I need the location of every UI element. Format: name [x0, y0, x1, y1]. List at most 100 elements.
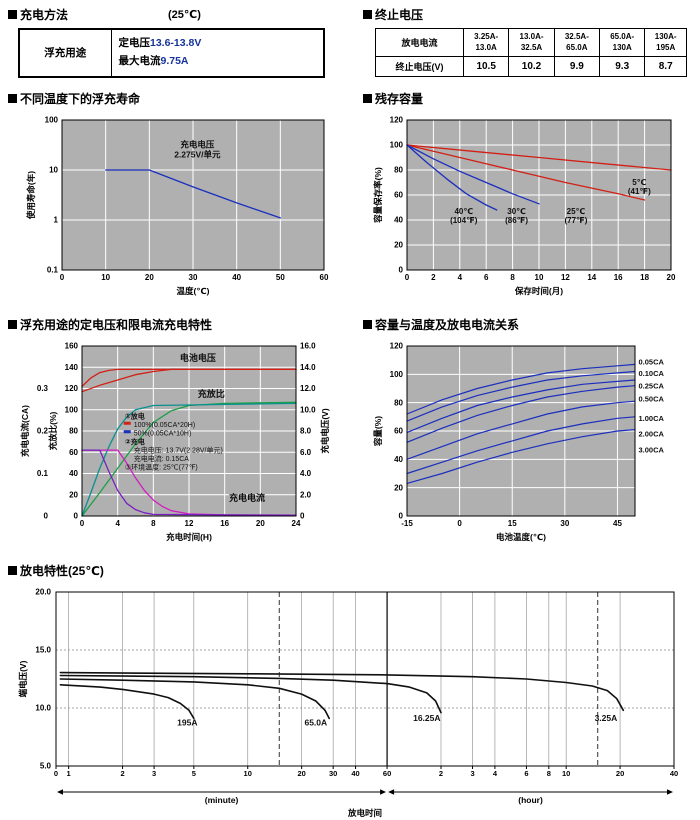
current-range-cell: 130A- 195A — [644, 28, 687, 57]
svg-text:30: 30 — [189, 273, 198, 282]
row-charts-1: 不同温度下的浮充寿命 0 10 20 30 40 50 60 温度(℃) 0.1 1 10 100 使用… — [8, 90, 692, 304]
row-charts-2: 浮充用途的定电压和限电流充电特性 0 4 8 12 16 20 24 充电时间(H) 0 20 40… — [8, 316, 692, 550]
svg-text:16.25A: 16.25A — [413, 712, 440, 722]
capacity-temperature-chart: -15 0 15 30 45电池温度(℃)020406080100120容量(%)0.0… — [373, 341, 665, 541]
section-bullet-icon — [8, 93, 17, 103]
svg-text:40: 40 — [69, 469, 78, 478]
svg-text:160: 160 — [65, 341, 79, 350]
svg-text:5: 5 — [192, 769, 196, 778]
svg-text:16.0: 16.0 — [300, 341, 316, 350]
svg-text:40: 40 — [670, 769, 678, 778]
svg-text:40: 40 — [232, 273, 241, 282]
table-header-row: 放电电流 3.25A- 13.0A 13.0A- 32.5A 32.5A- 65… — [375, 28, 687, 57]
svg-text:30: 30 — [329, 769, 337, 778]
svg-text:4: 4 — [493, 769, 498, 778]
max-current-line: 最大电流9.75A — [119, 53, 317, 71]
svg-text:10: 10 — [535, 273, 544, 282]
svg-text:6: 6 — [484, 273, 489, 282]
svg-text:100: 100 — [390, 370, 404, 379]
float-life-chart: 0 10 20 30 40 50 60 温度(℃) 0.1 1 10 100 使用寿命(年) 充电电压 2.… — [26, 115, 329, 295]
svg-text:50: 50 — [276, 273, 285, 282]
svg-text:20: 20 — [667, 273, 676, 282]
section-bullet-icon — [8, 565, 17, 575]
svg-text:②充电: ②充电 — [125, 436, 145, 445]
svg-text:6: 6 — [524, 769, 528, 778]
section-charging-characteristics: 浮充用途的定电压和限电流充电特性 0 4 8 12 16 20 24 充电时间(H) 0 20 40… — [8, 316, 353, 550]
svg-text:0: 0 — [405, 273, 410, 282]
svg-text:充电电压(V): 充电电压(V) — [320, 408, 330, 454]
svg-text:20: 20 — [297, 769, 305, 778]
section-float-life: 不同温度下的浮充寿命 0 10 20 30 40 50 60 温度(℃) 0.1 1 10 100 使用… — [8, 90, 353, 304]
section-title: 浮充用途的定电压和限电流充电特性 — [8, 316, 353, 333]
discharge-characteristics-chart: 0 1 2 3 5 10 20 30 40 60 2 3 4 6 8 10 20 40 放电时间 5.0 10.0 15.… — [18, 587, 678, 818]
svg-text:80: 80 — [394, 165, 403, 174]
svg-text:25℃(77℉): 25℃ (77℉) — [564, 206, 587, 224]
max-current-value: 9.75A — [160, 54, 189, 67]
svg-text:10: 10 — [244, 769, 252, 778]
charging-values-cell: 定电压13.6-13.8V 最大电流9.75A — [110, 28, 325, 78]
svg-text:40: 40 — [394, 215, 403, 224]
section-title-text: 放电特性(25℃) — [20, 563, 104, 578]
section-capacity-temperature: 容量与温度及放电电流关系 -15 0 15 30 45 电池温度(℃) 0 20 40 60 80 1… — [363, 316, 692, 550]
max-current-label: 最大电流 — [118, 54, 161, 67]
usage-label-cell: 浮充用途 — [18, 28, 112, 78]
svg-text:100: 100 — [390, 140, 404, 149]
svg-text:80: 80 — [69, 426, 78, 435]
residual-capacity-chart: 0 2 4 6 8 10 12 14 16 18 20 保存时间(月) 0 20 40 60 80 100 120 容… — [373, 115, 676, 296]
svg-text:40: 40 — [394, 455, 403, 464]
svg-text:0: 0 — [54, 769, 58, 778]
svg-text:20: 20 — [145, 273, 154, 282]
svg-text:容量(%): 容量(%) — [373, 415, 383, 446]
constant-voltage-label: 定电压 — [118, 37, 151, 49]
svg-text:20: 20 — [394, 240, 403, 249]
end-voltage-cell: 9.3 — [599, 56, 646, 77]
svg-text:使用寿命(年): 使用寿命(年) — [26, 170, 36, 219]
svg-text:0: 0 — [300, 511, 305, 520]
svg-text:16: 16 — [614, 273, 623, 282]
svg-text:45: 45 — [613, 519, 622, 528]
svg-text:40: 40 — [351, 769, 359, 778]
svg-text:14.0: 14.0 — [300, 363, 316, 372]
svg-text:0: 0 — [457, 519, 462, 528]
column-header: 放电电流 — [375, 28, 464, 57]
svg-text:20.0: 20.0 — [35, 587, 51, 596]
svg-text:0.05CA: 0.05CA — [639, 357, 665, 366]
section-title: 充电方法 (25℃) — [8, 6, 353, 23]
svg-text:20: 20 — [616, 769, 624, 778]
svg-text:18: 18 — [640, 273, 649, 282]
svg-text:0: 0 — [399, 265, 404, 274]
svg-text:充电电压: 13.7V(2.28V/单元): 充电电压: 13.7V(2.28V/单元) — [134, 445, 223, 454]
section-title-text: 充电方法 — [20, 8, 69, 22]
svg-text:30: 30 — [560, 519, 569, 528]
svg-text:140: 140 — [65, 363, 79, 372]
svg-text:-15: -15 — [401, 519, 413, 528]
svg-text:30℃(86℉): 30℃ (86℉) — [505, 206, 528, 224]
current-range-cell: 65.0A- 130A — [599, 28, 646, 57]
svg-text:1: 1 — [54, 215, 59, 224]
svg-text:8: 8 — [547, 769, 551, 778]
svg-text:0: 0 — [44, 511, 49, 520]
row-label-cell: 终止电压(V) — [375, 56, 464, 77]
svg-text:充电电流(CA): 充电电流(CA) — [20, 405, 30, 457]
svg-text:8: 8 — [510, 273, 515, 282]
svg-text:保存时间(月): 保存时间(月) — [514, 286, 563, 296]
svg-text:195A: 195A — [177, 717, 197, 727]
current-range-cell: 3.25A- 13.0A — [462, 28, 510, 57]
section-discharge-characteristics: 放电特性(25℃) 0 1 2 3 5 10 20 30 40 60 2 3 4 6 8 10 20 40 放电时间… — [8, 562, 692, 820]
row-charts-3: 放电特性(25℃) 0 1 2 3 5 10 20 30 40 60 2 3 4 6 8 10 20 40 放电时间… — [8, 562, 692, 820]
current-range-cell: 13.0A- 32.5A — [508, 28, 555, 57]
svg-text:10.0: 10.0 — [35, 703, 51, 712]
svg-text:0.1: 0.1 — [47, 265, 59, 274]
section-title: 放电特性(25℃) — [8, 562, 692, 579]
svg-text:14: 14 — [587, 273, 596, 282]
svg-text:1: 1 — [67, 769, 71, 778]
svg-text:40℃(104℉): 40℃ (104℉) — [450, 206, 478, 224]
row-tables: 充电方法 (25℃) 浮充用途 定电压13.6-13.8V 最大电流9.75A — [8, 6, 692, 78]
svg-text:放电时间: 放电时间 — [347, 808, 382, 818]
svg-text:5℃(41℉): 5℃ (41℉) — [628, 178, 651, 196]
section-bullet-icon — [363, 93, 372, 103]
svg-text:2: 2 — [120, 769, 124, 778]
svg-text:12: 12 — [561, 273, 570, 282]
